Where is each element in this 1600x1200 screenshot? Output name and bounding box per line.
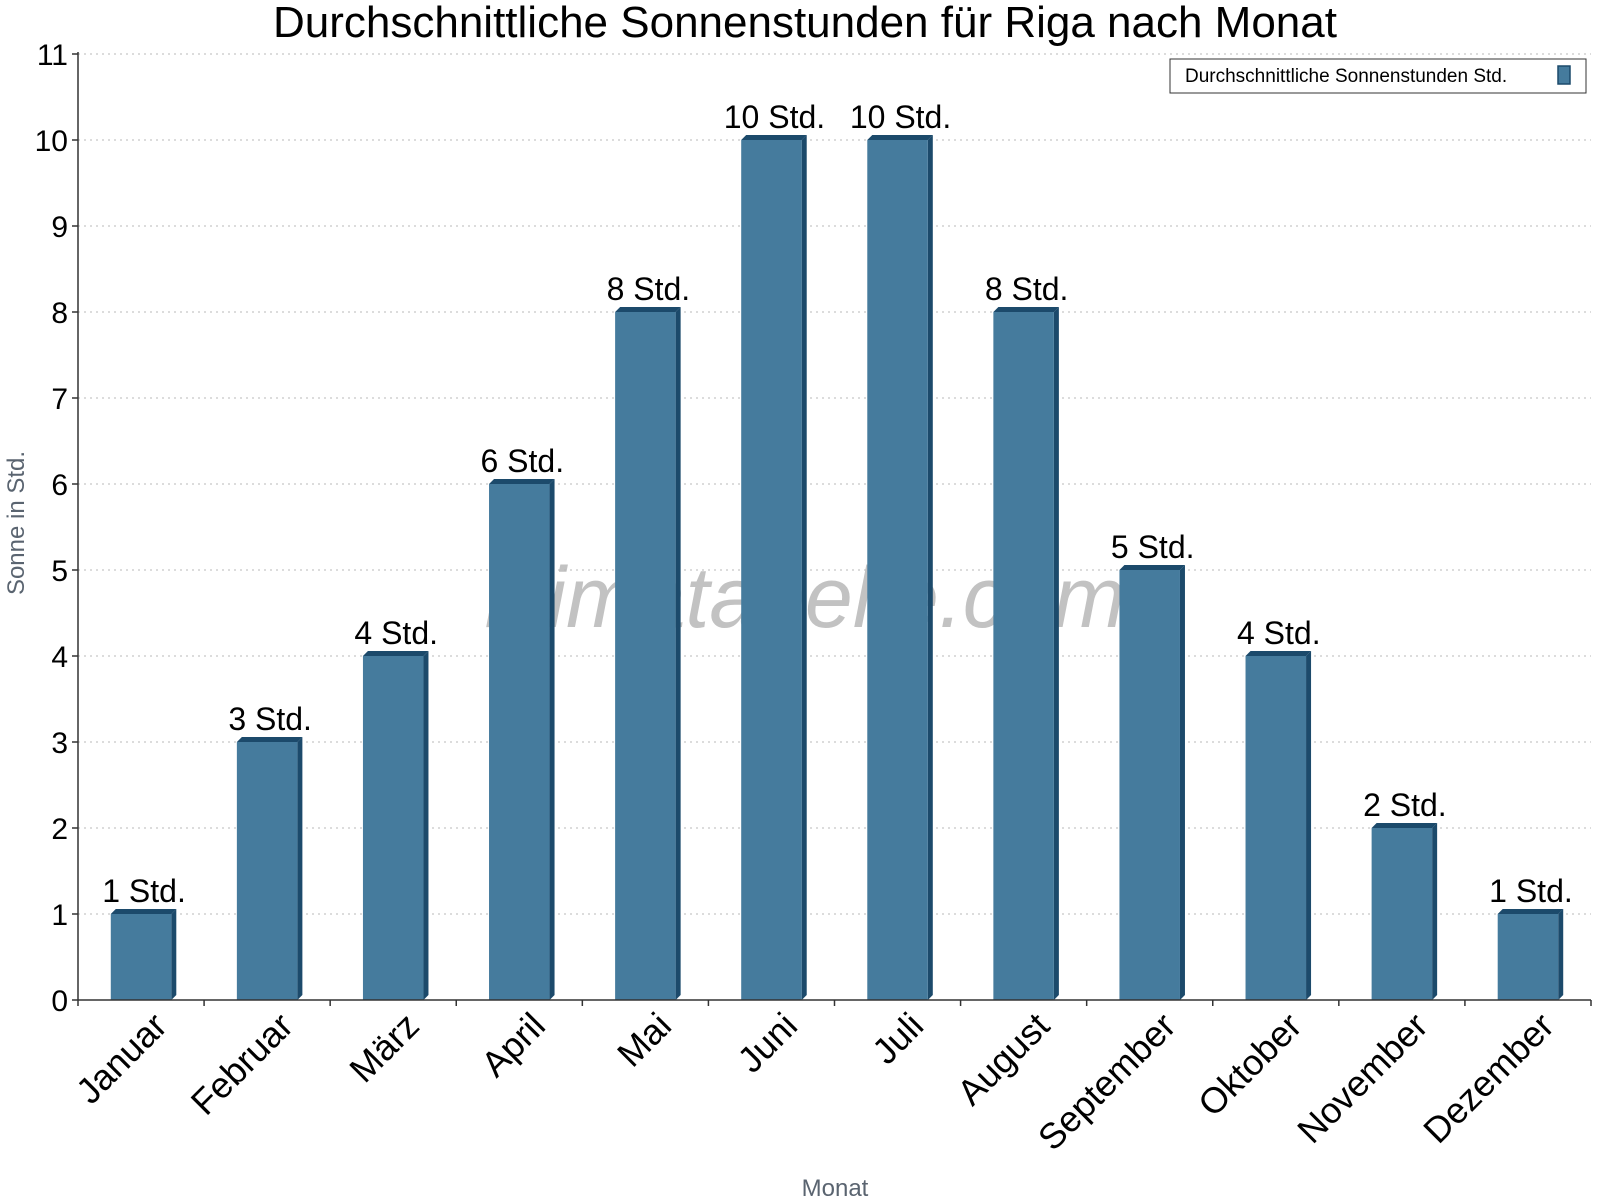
bar xyxy=(867,140,928,1000)
x-tick-label-oktober: Oktober xyxy=(1190,1005,1310,1125)
bar-oktober xyxy=(1245,651,1312,1000)
bar-top xyxy=(236,737,303,742)
bar-dezember xyxy=(1497,909,1564,1000)
x-axis-ticks: Januar Februar März April Mai Juni Juli AugustS… xyxy=(68,1000,1592,1159)
bar-side xyxy=(1053,307,1059,1000)
bar xyxy=(110,914,172,1000)
data-label: 10 Std. xyxy=(850,99,951,135)
bar-side xyxy=(1179,565,1185,1000)
bar xyxy=(362,656,424,1000)
bar xyxy=(615,312,676,1000)
bar-top xyxy=(1245,651,1312,656)
data-label: 8 Std. xyxy=(985,271,1069,307)
bar-april xyxy=(489,479,555,1000)
y-tick-label: 8 xyxy=(51,297,68,330)
bars xyxy=(110,135,1564,1000)
bar-side xyxy=(549,479,555,1000)
bar-top xyxy=(867,135,933,140)
bar-top xyxy=(362,651,429,656)
bar xyxy=(741,140,802,1000)
gridlines xyxy=(78,53,1591,915)
data-label: 10 Std. xyxy=(724,99,825,135)
bar-top xyxy=(110,909,177,914)
bar xyxy=(1119,570,1180,1000)
bar-top xyxy=(741,135,807,140)
legend-swatch xyxy=(1557,65,1571,85)
axes xyxy=(77,52,1591,1001)
bar-juni xyxy=(741,135,807,1000)
data-label: 4 Std. xyxy=(1237,615,1321,651)
chart-title: Durchschnittliche Sonnenstunden für Riga… xyxy=(273,0,1337,47)
legend-label: Durchschnittliche Sonnenstunden Std. xyxy=(1185,66,1507,87)
y-axis-ticks: 0 1 2 3 4 5 6 7 8 9 10 11 xyxy=(35,39,78,1018)
y-tick-label: 9 xyxy=(51,211,68,244)
bar-top xyxy=(489,479,555,484)
bar-top xyxy=(993,307,1059,312)
bar-august xyxy=(993,307,1059,1000)
bar xyxy=(1245,656,1307,1000)
bar xyxy=(1497,914,1559,1000)
data-labels: 1 Std. 3 Std. 4 Std. 6 Std. 8 Std. 10 Std. 10 … xyxy=(102,99,1573,909)
bar-november xyxy=(1371,823,1438,1000)
x-axis-label: Monat xyxy=(802,1175,869,1200)
bar xyxy=(489,484,550,1000)
bar-januar xyxy=(110,909,177,1000)
bar-side xyxy=(423,651,429,1000)
data-label: 2 Std. xyxy=(1363,787,1447,823)
x-tick-label-november: November xyxy=(1289,1005,1435,1151)
y-tick-label: 5 xyxy=(51,555,68,588)
x-tick-label-september: September xyxy=(1030,1005,1184,1159)
data-label: 4 Std. xyxy=(354,615,438,651)
bar-februar xyxy=(236,737,303,1000)
x-tick-label-märz: März xyxy=(341,1005,427,1091)
y-tick-label: 3 xyxy=(51,727,68,760)
bar-side xyxy=(297,737,303,1000)
data-label: 1 Std. xyxy=(1489,873,1573,909)
legend-box xyxy=(1169,58,1587,94)
y-tick-label: 2 xyxy=(51,813,68,846)
bar-top xyxy=(615,307,681,312)
y-tick-label: 7 xyxy=(51,383,68,416)
bar-top xyxy=(1371,823,1438,828)
y-tick-label: 0 xyxy=(51,985,68,1018)
y-tick-label: 10 xyxy=(35,125,68,158)
bar xyxy=(1371,828,1433,1000)
x-tick-label-dezember: Dezember xyxy=(1415,1005,1561,1151)
bar-side xyxy=(1306,651,1312,1000)
x-tick-label-juni: Juni xyxy=(729,1005,805,1081)
y-tick-label: 11 xyxy=(37,39,68,72)
data-label: 1 Std. xyxy=(102,873,186,909)
x-tick-label-april: April xyxy=(473,1005,553,1085)
y-axis-label: Sonne in Std. xyxy=(3,451,30,595)
legend: Durchschnittliche Sonnenstunden Std. xyxy=(1169,58,1587,94)
y-tick-label: 6 xyxy=(51,469,68,502)
bar-side xyxy=(801,135,807,1000)
x-tick-label-februar: Februar xyxy=(183,1005,301,1123)
x-tick-label-juli: Juli xyxy=(864,1005,931,1072)
data-label: 6 Std. xyxy=(480,443,564,479)
x-tick-label-januar: Januar xyxy=(68,1005,175,1112)
bar-märz xyxy=(362,651,429,1000)
bar-side xyxy=(1432,823,1438,1000)
x-tick-label-mai: Mai xyxy=(609,1005,679,1075)
bar-top xyxy=(1119,565,1185,570)
data-label: 3 Std. xyxy=(228,701,312,737)
data-label: 5 Std. xyxy=(1111,529,1195,565)
bar xyxy=(993,312,1054,1000)
bar-september xyxy=(1119,565,1185,1000)
bar xyxy=(236,742,298,1000)
bar-top xyxy=(1497,909,1564,914)
bar-side xyxy=(1558,909,1564,1000)
data-label: 8 Std. xyxy=(607,271,691,307)
x-tick-label-august: August xyxy=(949,1005,1057,1113)
y-tick-label: 1 xyxy=(51,899,68,932)
y-tick-label: 4 xyxy=(51,641,68,674)
bar-side xyxy=(171,909,177,1000)
bar-mai xyxy=(615,307,681,1000)
bar-juli xyxy=(867,135,933,1000)
bar-side xyxy=(675,307,681,1000)
bar-side xyxy=(927,135,933,1000)
